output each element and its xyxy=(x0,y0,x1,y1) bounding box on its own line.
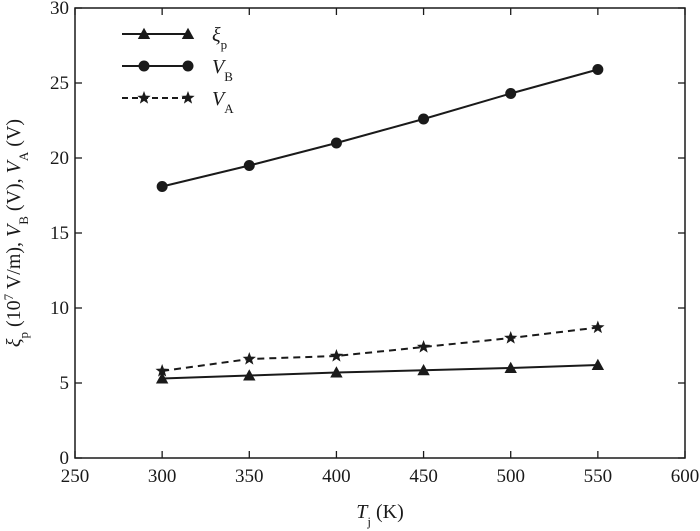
data-point-V_A xyxy=(155,364,169,377)
data-point-V_B xyxy=(418,113,430,125)
data-point-V_B xyxy=(156,181,168,192)
x-axis-ticks: 250 300 350 400 450 500 550 600 xyxy=(61,8,700,487)
y-tick-label: 30 xyxy=(50,0,69,19)
x-axis-label: Tj (K) xyxy=(356,501,404,529)
data-point-xi_p xyxy=(330,366,343,378)
series-V_B xyxy=(156,64,604,192)
data-point-xi_p xyxy=(504,361,517,373)
y-tick-label: 5 xyxy=(60,373,70,394)
legend-item-xi_p: ξp xyxy=(122,24,227,52)
x-tick-label: 250 xyxy=(61,466,90,487)
data-point-xi_p xyxy=(243,369,256,381)
legend-marker xyxy=(137,91,151,104)
legend-marker xyxy=(182,60,194,72)
y-tick-label: 20 xyxy=(50,148,69,169)
data-point-V_A xyxy=(242,352,256,365)
series-V_A xyxy=(155,320,605,377)
data-point-V_B xyxy=(243,160,255,171)
series-line-xi_p xyxy=(162,364,598,380)
data-point-V_B xyxy=(505,88,517,99)
data-point-V_A xyxy=(329,349,344,362)
series-xi_p xyxy=(155,358,605,384)
x-tick-label: 450 xyxy=(409,466,438,487)
x-tick-label: 400 xyxy=(322,466,351,487)
y-tick-label: 10 xyxy=(50,298,69,319)
x-tick-label: 300 xyxy=(148,466,177,487)
plot-frame xyxy=(74,7,686,459)
data-point-xi_p xyxy=(417,364,430,376)
legend-item-V_A: VA xyxy=(122,88,234,116)
legend-marker xyxy=(138,60,150,72)
series-layer xyxy=(155,64,605,384)
legend-marker xyxy=(181,91,195,104)
data-point-V_B xyxy=(330,137,342,149)
y-tick-label: 15 xyxy=(50,223,69,244)
x-tick-label: 550 xyxy=(584,466,613,487)
x-tick-label: 600 xyxy=(671,466,700,487)
data-point-V_A xyxy=(504,331,518,344)
data-point-V_A xyxy=(591,320,605,334)
y-axis-ticks: 0 5 10 15 20 25 30 xyxy=(50,0,685,469)
y-axis-label: ξp (107 V/m), VB (V), VA (V) xyxy=(1,119,31,347)
legend-item-V_B: VB xyxy=(122,56,233,84)
data-point-xi_p xyxy=(155,372,169,384)
y-tick-label: 25 xyxy=(50,73,69,94)
series-line-V_A xyxy=(162,326,598,372)
legend-marker xyxy=(181,27,195,39)
x-tick-label: 500 xyxy=(496,466,525,487)
data-point-V_B xyxy=(592,64,604,75)
legend-label-V_A: VA xyxy=(212,88,234,116)
series-line-V_B xyxy=(161,68,599,188)
data-point-xi_p xyxy=(591,358,605,370)
legend: ξp VB VA xyxy=(122,24,234,116)
data-point-V_A xyxy=(416,340,431,353)
y-tick-label: 0 xyxy=(60,448,70,469)
legend-label-V_B: VB xyxy=(212,56,233,84)
x-tick-label: 350 xyxy=(235,466,264,487)
legend-label-xi_p: ξp xyxy=(212,24,227,52)
legend-marker xyxy=(137,27,151,39)
